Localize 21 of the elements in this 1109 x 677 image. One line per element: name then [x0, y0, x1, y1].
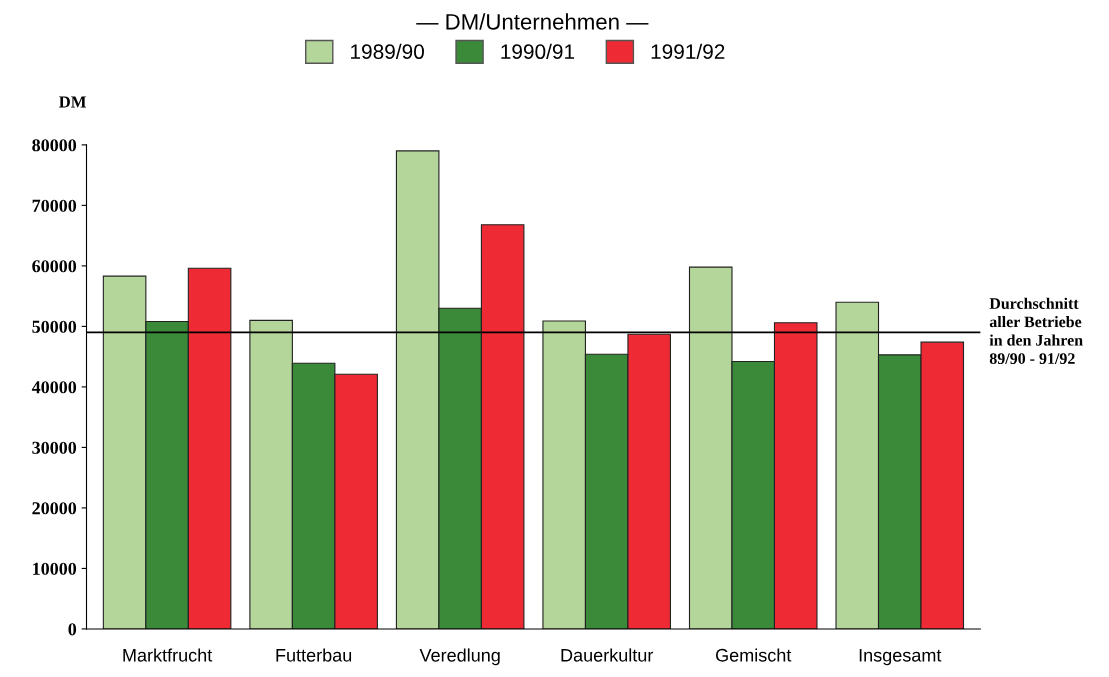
y-tick-label: 0 [68, 623, 77, 636]
x-tick-label: Gemischt [716, 648, 792, 662]
y-tick-label: 30000 [32, 441, 77, 454]
legend-label: 1991/92 [651, 43, 725, 60]
y-tick-label: 10000 [33, 562, 77, 575]
chart-title: — DM/Unternehmen — [416, 13, 649, 30]
x-tick-label: Insgesamt [859, 649, 942, 666]
y-tick-label: 40000 [31, 381, 77, 394]
legend-label: 1990/91 [501, 43, 575, 60]
x-tick-label: Futterbau [276, 648, 352, 662]
x-tick-label: Dauerkultur [561, 648, 654, 662]
y-tick-label: 20000 [32, 502, 77, 515]
x-tick-label: Marktfrucht [123, 648, 213, 662]
y-tick-label: 70000 [32, 199, 77, 212]
ref-line-label: Durchschnitt aller Betriebe in den Jahren 89/90 - 91/92 [989, 297, 1083, 364]
x-tick-label: Veredlung [419, 648, 500, 666]
y-axis-title: DM [59, 96, 87, 108]
y-tick-label: 50000 [32, 320, 77, 333]
y-tick-label: 60000 [32, 260, 77, 273]
y-tick-label: 80000 [32, 139, 77, 152]
legend-label: 1989/90 [351, 43, 424, 60]
